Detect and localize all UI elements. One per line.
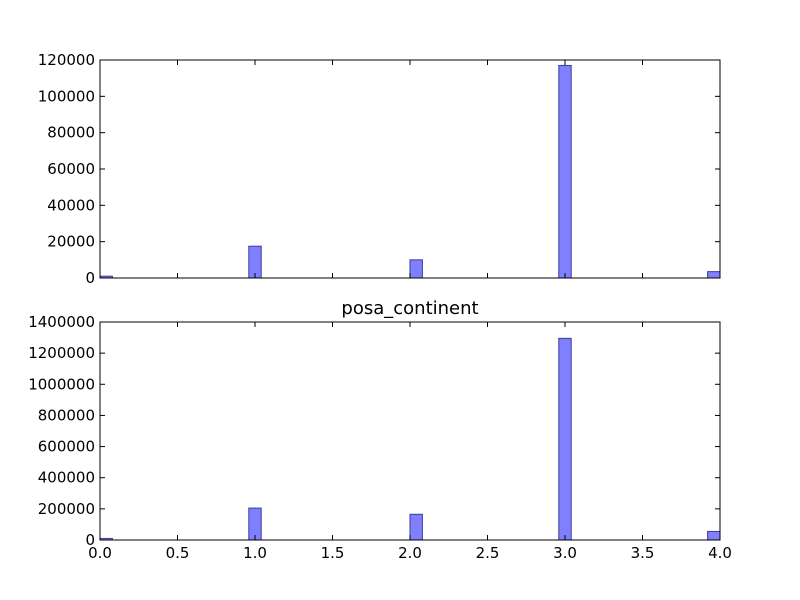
y-tick-label: 40000 [47, 196, 95, 214]
y-tick-label: 80000 [47, 124, 95, 142]
histogram-bar [409, 513, 423, 541]
y-tick-label: 120000 [38, 51, 95, 69]
histogram-bar [409, 259, 423, 279]
y-tick-label: 0 [85, 531, 95, 549]
y-tick-label: 400000 [38, 469, 95, 487]
x-tick-label: 0.5 [166, 544, 190, 562]
histogram-bar [558, 64, 572, 279]
x-tick-label: 4.0 [708, 544, 732, 562]
x-tick-label: 1.0 [243, 544, 267, 562]
x-tick-label: 1.5 [321, 544, 345, 562]
x-tick-label: 2.0 [398, 544, 422, 562]
histogram-bar [707, 271, 721, 279]
y-tick-label: 20000 [47, 233, 95, 251]
top-histogram-panel: 0 20000 40000 60000 80000 100000 120000 [38, 51, 721, 287]
y-tick-label: 1000000 [28, 375, 95, 393]
y-tick-label: 200000 [38, 500, 95, 518]
x-tick-label: 3.0 [553, 544, 577, 562]
histogram-bar [707, 530, 721, 541]
y-tick-label: 100000 [38, 87, 95, 105]
axes-frame [99, 59, 721, 279]
x-tick-label: 0.0 [88, 544, 112, 562]
x-tick-label: 3.5 [631, 544, 655, 562]
axes-frame [99, 321, 721, 541]
y-tick-label: 0 [85, 269, 95, 287]
chart-title: posa_continent [341, 298, 478, 319]
y-tick-label: 60000 [47, 160, 95, 178]
histogram-bar [558, 337, 572, 541]
y-tick-label: 800000 [38, 406, 95, 424]
x-tick-label: 2.5 [476, 544, 500, 562]
y-tick-label: 1200000 [28, 344, 95, 362]
bottom-histogram-panel: 0 200000 400000 600000 800000 1000000 1200000 1… [28, 298, 732, 562]
y-tick-label: 600000 [38, 438, 95, 456]
y-tick-label: 1400000 [28, 313, 95, 331]
